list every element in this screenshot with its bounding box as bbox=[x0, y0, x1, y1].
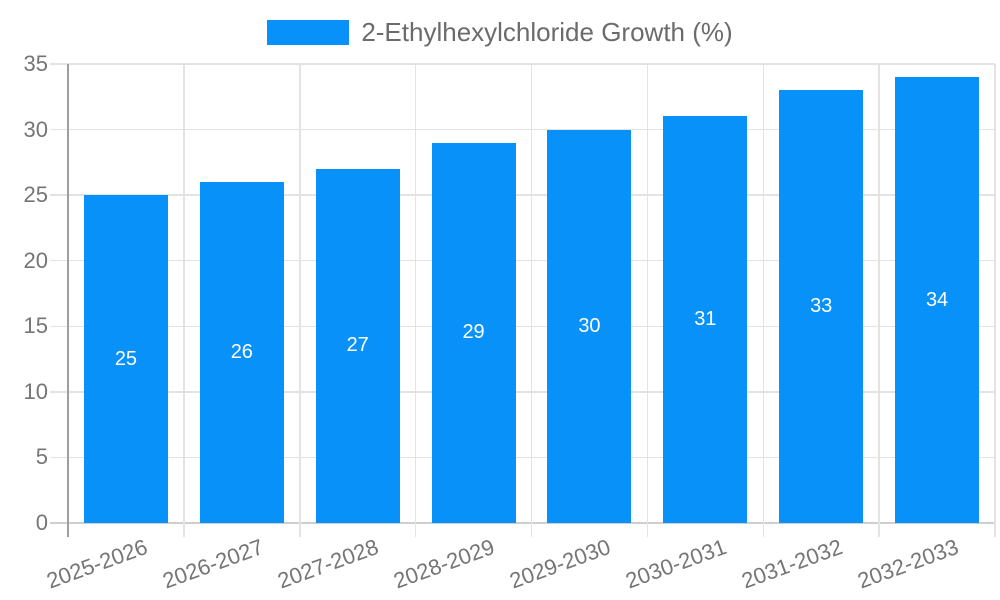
x-tick-label: 2030-2031 bbox=[622, 534, 730, 594]
y-tick-label: 20 bbox=[23, 247, 48, 273]
h-gridline bbox=[50, 128, 995, 131]
bar-2026-2027: 26 bbox=[199, 182, 284, 523]
bar-2027-2028: 27 bbox=[315, 168, 400, 523]
bar-2025-2026: 25 bbox=[83, 195, 168, 523]
bar-value-label: 33 bbox=[810, 295, 833, 318]
x-tick-label: 2032-2033 bbox=[854, 534, 962, 594]
x-tick-label: 2029-2030 bbox=[506, 534, 614, 594]
v-gridline bbox=[878, 64, 880, 537]
y-tick-label: 0 bbox=[35, 510, 48, 535]
bar-2028-2029: 29 bbox=[431, 142, 516, 523]
x-tick-label: 2028-2029 bbox=[390, 534, 499, 594]
v-gridline bbox=[299, 64, 301, 537]
bar-value-label: 25 bbox=[114, 347, 138, 370]
v-gridline bbox=[414, 64, 417, 537]
y-axis-line bbox=[67, 64, 69, 537]
legend-swatch bbox=[267, 19, 350, 45]
h-gridline bbox=[50, 456, 995, 459]
x-tick-label: 2025-2026 bbox=[43, 534, 151, 594]
bar-2029-2030: 30 bbox=[547, 129, 632, 523]
h-gridline bbox=[50, 522, 995, 524]
y-tick-label: 30 bbox=[23, 116, 48, 142]
h-gridline bbox=[50, 391, 995, 393]
legend-label: 2-Ethylhexylchloride Growth (%) bbox=[361, 17, 733, 47]
y-tick-label: 10 bbox=[23, 378, 48, 404]
h-gridline bbox=[50, 325, 995, 328]
y-tick-label: 35 bbox=[23, 51, 48, 76]
x-tick-label: 2031-2032 bbox=[738, 534, 846, 594]
y-tick-label: 15 bbox=[23, 313, 48, 339]
bar-value-label: 29 bbox=[462, 321, 485, 344]
v-gridline bbox=[183, 64, 185, 537]
bar-value-label: 31 bbox=[694, 308, 717, 331]
bar-2030-2031: 31 bbox=[663, 116, 748, 523]
h-gridline bbox=[50, 63, 995, 65]
bar-value-label: 26 bbox=[230, 341, 253, 364]
bar-2032-2033: 34 bbox=[895, 77, 980, 523]
y-tick-label: 5 bbox=[35, 444, 48, 470]
v-gridline bbox=[646, 64, 649, 537]
x-tick-label: 2026-2027 bbox=[158, 534, 267, 594]
x-tick-label: 2027-2028 bbox=[274, 534, 383, 594]
h-gridline bbox=[50, 194, 995, 196]
bar-value-label: 34 bbox=[925, 288, 949, 311]
v-gridline bbox=[762, 64, 764, 537]
v-gridline bbox=[994, 64, 996, 537]
plot-area: 25 26 27 29 30 31 33 34 bbox=[50, 63, 996, 537]
chart-legend: 2-Ethylhexylchloride Growth (%) bbox=[0, 17, 1000, 47]
y-tick-label: 25 bbox=[23, 182, 48, 208]
v-gridline bbox=[530, 64, 533, 537]
bar-value-label: 27 bbox=[346, 334, 369, 357]
bar-value-label: 30 bbox=[578, 314, 601, 337]
bar-2031-2032: 33 bbox=[779, 90, 864, 523]
h-gridline bbox=[50, 259, 995, 262]
